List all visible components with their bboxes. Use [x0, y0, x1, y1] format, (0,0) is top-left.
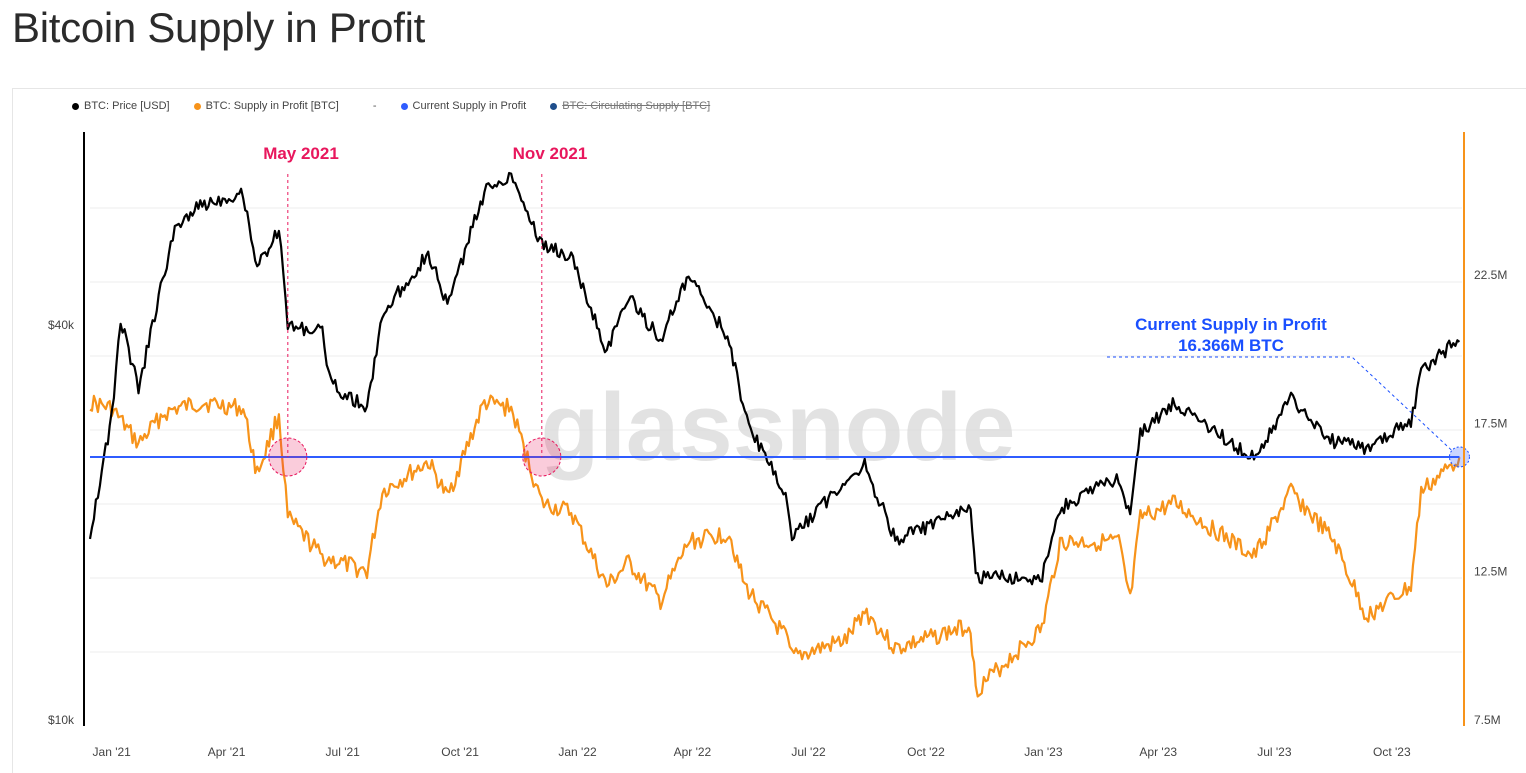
page-title: Bitcoin Supply in Profit	[12, 4, 426, 51]
x-tick-label: Jan '22	[558, 745, 597, 759]
legend-item-circulating-supply[interactable]: BTC: Circulating Supply [BTC]	[550, 100, 710, 112]
y-right-tick-label: 12.5M	[1474, 565, 1507, 579]
legend-separator: -	[372, 100, 377, 112]
legend-label: BTC: Price [USD]	[84, 100, 170, 112]
y-right-tick-label: 17.5M	[1474, 416, 1507, 430]
chart-legend: BTC: Price [USD] BTC: Supply in Profit […	[72, 98, 734, 114]
annotation-current-supply-title: Current Supply in Profit	[1135, 315, 1327, 334]
y-right-tick-label: 7.5M	[1474, 713, 1501, 727]
series-line-supply-in-profit	[89, 394, 1461, 698]
watermark: glassnode	[541, 374, 1016, 481]
y-left-tick-label: $10k	[48, 713, 75, 727]
x-tick-label: Jul '23	[1257, 745, 1292, 759]
legend-label: BTC: Supply in Profit [BTC]	[205, 100, 339, 112]
nov-2021-crossing-marker	[522, 437, 562, 477]
y-left-tick-label: $40k	[48, 318, 75, 332]
y-right-tick-label: 22.5M	[1474, 268, 1507, 282]
chart-axes	[83, 132, 1465, 726]
legend-item-current-supply[interactable]: Current Supply in Profit	[400, 100, 527, 112]
legend-dot-blue-icon	[400, 102, 408, 110]
legend-item-supply-in-profit[interactable]: BTC: Supply in Profit [BTC]	[193, 100, 339, 112]
legend-dot-navy-icon	[550, 102, 558, 110]
legend-label: BTC: Circulating Supply [BTC]	[562, 100, 711, 112]
legend-dot-orange-icon	[193, 102, 201, 110]
current-supply-callout-line	[1107, 356, 1454, 453]
chart-frame	[12, 88, 1526, 773]
x-tick-label: Jan '23	[1024, 745, 1063, 759]
chart-ticks: Jan '21 Apr '21 Jul '21 Oct '21 Jan '22 Apr '…	[48, 268, 1507, 759]
annotation-nov-2021: Nov 2021	[513, 144, 588, 163]
series-line-btc-price	[88, 171, 1461, 586]
x-tick-label: Oct '22	[907, 745, 945, 759]
legend-dot-black-icon	[72, 102, 79, 110]
may-2021-crossing-marker	[268, 437, 308, 477]
annotation-current-supply-value: 16.366M BTC	[1178, 336, 1284, 355]
annotation-may-2021: May 2021	[263, 144, 339, 163]
x-tick-label: Apr '22	[674, 745, 712, 759]
legend-item-btc-price[interactable]: BTC: Price [USD]	[72, 100, 170, 112]
x-tick-label: Jan '21	[93, 745, 132, 759]
x-tick-label: Apr '21	[208, 745, 246, 759]
legend-label: Current Supply in Profit	[412, 100, 527, 112]
x-tick-label: Jul '22	[791, 745, 826, 759]
x-tick-label: Oct '23	[1373, 745, 1411, 759]
x-tick-label: Apr '23	[1139, 745, 1177, 759]
chart-grid	[90, 207, 1462, 653]
x-tick-label: Jul '21	[326, 745, 361, 759]
x-tick-label: Oct '21	[441, 745, 479, 759]
current-supply-marker	[1448, 446, 1470, 468]
chart-markers	[268, 174, 1470, 477]
chart-series	[88, 171, 1461, 698]
